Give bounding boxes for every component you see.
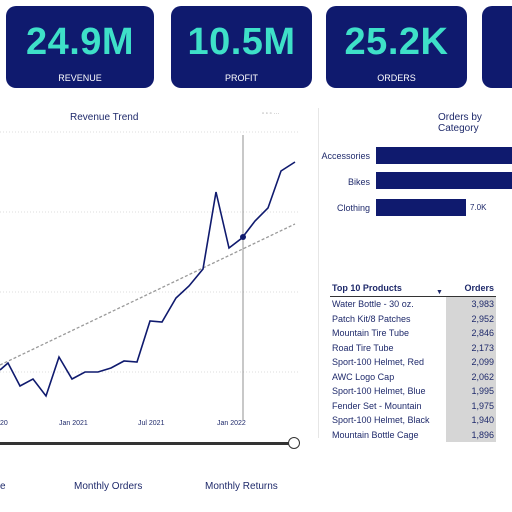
revenue-trend-title: Revenue Trend xyxy=(70,112,139,123)
category-bar-accessories[interactable] xyxy=(376,147,512,164)
orders-cell: 2,173 xyxy=(446,340,496,355)
orders-cell: 2,062 xyxy=(446,369,496,384)
product-name-cell: Patch Kit/8 Patches xyxy=(332,313,411,324)
product-name-cell: Sport-100 Helmet, Blue xyxy=(332,386,426,397)
column-header-product[interactable]: Top 10 Products xyxy=(330,280,446,297)
kpi-label: ORDERS xyxy=(377,73,416,83)
table-row[interactable]: Fender Set - Mountain 1,975 xyxy=(330,398,496,413)
orders-cell: 1,940 xyxy=(446,413,496,428)
product-name-cell: Sport-100 Helmet, Red xyxy=(332,357,425,368)
footer-tab-monthly-orders[interactable]: Monthly Orders xyxy=(74,481,143,492)
revenue-trend-panel xyxy=(0,108,319,438)
table-row[interactable]: Sport-100 Helmet, Blue 1,995 xyxy=(330,384,496,399)
visual-header-icons[interactable]: ▫ ▫ ▫ ··· xyxy=(262,111,280,117)
revenue-trend-chart[interactable] xyxy=(0,120,318,420)
table-row[interactable]: Patch Kit/8 Patches 2,952 xyxy=(330,311,496,326)
kpi-card-profit: 10.5M PROFIT xyxy=(171,6,312,88)
table-row[interactable]: Road Tire Tube 2,173 xyxy=(330,340,496,355)
product-name-cell: Water Bottle - 30 oz. xyxy=(332,299,414,310)
x-tick-label: 20 xyxy=(0,420,8,427)
orders-cell: 2,099 xyxy=(446,355,496,370)
orders-cell: 2,952 xyxy=(446,311,496,326)
table-row[interactable]: Mountain Tire Tube 2,846 xyxy=(330,326,496,341)
orders-cell: 3,983 xyxy=(446,296,496,312)
orders-cell: 1,896 xyxy=(446,427,496,442)
orders-cell: 1,975 xyxy=(446,398,496,413)
x-tick-label: Jan 2022 xyxy=(217,420,246,427)
table-header-row: Top 10 Products Orders ▼ xyxy=(330,280,496,297)
kpi-value: 10.5M xyxy=(187,21,296,63)
table-row[interactable]: Mountain Bottle Cage 1,896 xyxy=(330,427,496,442)
trend-line xyxy=(0,223,296,366)
kpi-card-partial xyxy=(482,6,512,88)
kpi-card-revenue: 24.9M REVENUE xyxy=(6,6,154,88)
kpi-value: 25.2K xyxy=(344,21,449,63)
kpi-label: PROFIT xyxy=(225,73,258,83)
table-row[interactable]: Sport-100 Helmet, Black 1,940 xyxy=(330,413,496,428)
product-name-cell: Mountain Bottle Cage xyxy=(332,429,419,440)
kpi-card-orders: 25.2K ORDERS xyxy=(326,6,467,88)
x-tick-label: Jul 2021 xyxy=(138,420,165,427)
x-tick-label: Jan 2021 xyxy=(59,420,88,427)
table-row[interactable]: Sport-100 Helmet, Red 2,099 xyxy=(330,355,496,370)
table-row[interactable]: AWC Logo Cap 2,062 xyxy=(330,369,496,384)
kpi-label: REVENUE xyxy=(58,73,102,83)
top-products-table: Top 10 Products Orders ▼ Water Bottle - … xyxy=(330,280,496,442)
sort-descending-icon: ▼ xyxy=(436,289,443,296)
orders-by-category-title: Orders by Category xyxy=(438,112,482,134)
footer-tab-partial[interactable]: e xyxy=(0,481,6,492)
date-range-slider-track[interactable] xyxy=(0,442,294,445)
product-name-cell: Fender Set - Mountain xyxy=(332,400,422,411)
category-bar-clothing[interactable] xyxy=(376,199,466,216)
hover-point xyxy=(240,234,246,240)
table-row[interactable]: Water Bottle - 30 oz. 3,983 xyxy=(330,296,496,312)
product-name-cell: Sport-100 Helmet, Black xyxy=(332,415,430,426)
column-header-orders[interactable]: Orders ▼ xyxy=(436,280,496,297)
category-label: Clothing xyxy=(336,203,370,213)
category-bar-bikes[interactable] xyxy=(376,172,512,189)
orders-header-label: Orders xyxy=(464,283,494,293)
category-label: Accessories xyxy=(321,151,370,161)
product-name-cell: AWC Logo Cap xyxy=(332,371,395,382)
kpi-value: 24.9M xyxy=(25,21,135,63)
category-label: Bikes xyxy=(347,177,370,187)
product-name-cell: Mountain Tire Tube xyxy=(332,328,410,339)
orders-cell: 2,846 xyxy=(446,326,496,341)
revenue-line xyxy=(0,161,296,398)
product-name-cell: Road Tire Tube xyxy=(332,342,394,353)
category-data-label: 7.0K xyxy=(470,203,487,212)
date-range-slider-handle[interactable] xyxy=(288,437,300,449)
footer-tab-monthly-returns[interactable]: Monthly Returns xyxy=(205,481,278,492)
orders-cell: 1,995 xyxy=(446,384,496,399)
